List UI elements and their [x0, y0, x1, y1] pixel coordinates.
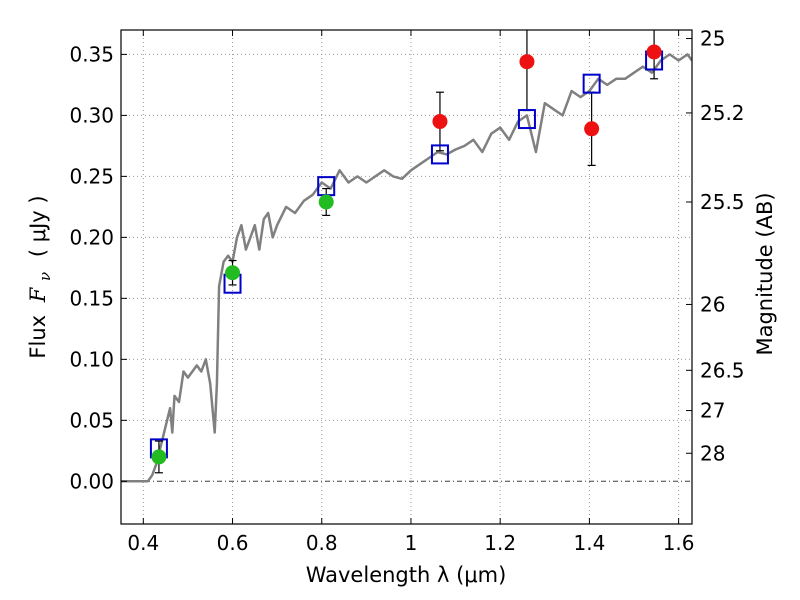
y-tick-labels: 0.00 0.05 0.10 0.15 0.20 0.25 0.30 0.35 — [69, 42, 114, 493]
y-tick-label: 0.05 — [69, 408, 114, 432]
y-tick-label: 0.10 — [69, 347, 114, 371]
magnitude-tick-label: 26.5 — [700, 358, 745, 382]
x-tick-labels: 0.4 0.6 0.8 1 1.2 1.4 1.6 — [127, 531, 694, 555]
plot-frame — [120, 29, 693, 525]
axis-ticks — [121, 30, 692, 524]
observed-nir-point — [584, 121, 600, 137]
magnitude-axis-label: Magnitude (AB) — [753, 192, 777, 355]
y-tick-label: 0.00 — [69, 469, 114, 493]
x-tick-label: 0.8 — [306, 531, 338, 555]
observed-optical-point — [151, 449, 167, 465]
x-axis-label: Wavelength λ (μm) — [306, 563, 507, 587]
magnitude-tick-label: 27 — [700, 399, 725, 423]
x-tick-label: 1.6 — [663, 531, 695, 555]
y-axis-label: Flux F ν ( μJy ) — [26, 195, 55, 358]
observed-optical-point — [225, 265, 241, 281]
y-axis-label-symbol: F — [26, 286, 50, 303]
x-tick-label: 1.2 — [484, 531, 516, 555]
x-tick-label: 1.4 — [573, 531, 605, 555]
observed-optical-point — [318, 194, 334, 210]
y-tick-label: 0.20 — [69, 225, 114, 249]
x-tick-label: 0.6 — [217, 531, 249, 555]
x-tick-label: 1 — [405, 531, 418, 555]
x-tick-label: 0.4 — [127, 531, 159, 555]
observed-nir-point — [646, 44, 662, 60]
y-tick-label: 0.15 — [69, 286, 114, 310]
magnitude-tick-label: 25.2 — [700, 101, 745, 125]
plot-background — [121, 30, 692, 524]
model-photometry-point — [430, 144, 449, 165]
y-tick-label: 0.25 — [69, 164, 114, 188]
y-tick-label: 0.30 — [69, 103, 114, 127]
y-axis-label-prefix: Flux — [26, 308, 50, 358]
model-photometry-point — [517, 109, 536, 130]
magnitude-tick-label: 26 — [700, 292, 725, 316]
model-photometry-point — [582, 73, 601, 94]
model-spectrum-layer — [121, 53, 692, 483]
magnitude-tick-label: 28 — [700, 441, 725, 465]
observed-photometry-markers — [151, 44, 662, 465]
magnitude-tick-label: 25.5 — [700, 190, 745, 214]
magnitude-tick-label: 25 — [700, 27, 725, 51]
svg-text:Flux F ν (: Flux F ν ( μJy ) — [26, 195, 55, 358]
magnitude-tick-labels: 25 25.2 25.5 26 26.5 27 28 — [700, 27, 745, 466]
observed-nir-point — [519, 54, 535, 70]
y-axis-label-subscript: ν — [36, 272, 54, 281]
model-spectrum-line — [121, 53, 692, 483]
y-axis-label-unit: ( μJy ) — [26, 195, 50, 257]
y-tick-label: 0.35 — [69, 42, 114, 66]
observed-nir-point — [432, 113, 448, 129]
